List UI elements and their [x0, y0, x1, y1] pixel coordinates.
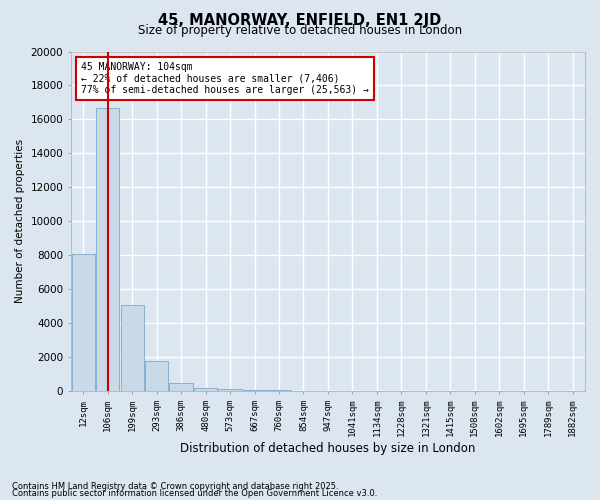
Y-axis label: Number of detached properties: Number of detached properties	[15, 140, 25, 304]
Bar	[169, 382, 193, 391]
Bar	[71, 254, 95, 391]
Text: Contains public sector information licensed under the Open Government Licence v3: Contains public sector information licen…	[12, 490, 377, 498]
Bar	[194, 388, 217, 391]
Text: 45 MANORWAY: 104sqm
← 22% of detached houses are smaller (7,406)
77% of semi-det: 45 MANORWAY: 104sqm ← 22% of detached ho…	[81, 62, 369, 95]
Bar	[292, 390, 315, 391]
Bar	[243, 390, 266, 391]
Bar	[218, 389, 242, 391]
Text: 45, MANORWAY, ENFIELD, EN1 2JD: 45, MANORWAY, ENFIELD, EN1 2JD	[158, 12, 442, 28]
Bar	[145, 362, 168, 391]
Bar	[121, 304, 144, 391]
X-axis label: Distribution of detached houses by size in London: Distribution of detached houses by size …	[180, 442, 476, 455]
Text: Size of property relative to detached houses in London: Size of property relative to detached ho…	[138, 24, 462, 37]
Bar	[96, 108, 119, 391]
Text: Contains HM Land Registry data © Crown copyright and database right 2025.: Contains HM Land Registry data © Crown c…	[12, 482, 338, 491]
Bar	[268, 390, 290, 391]
